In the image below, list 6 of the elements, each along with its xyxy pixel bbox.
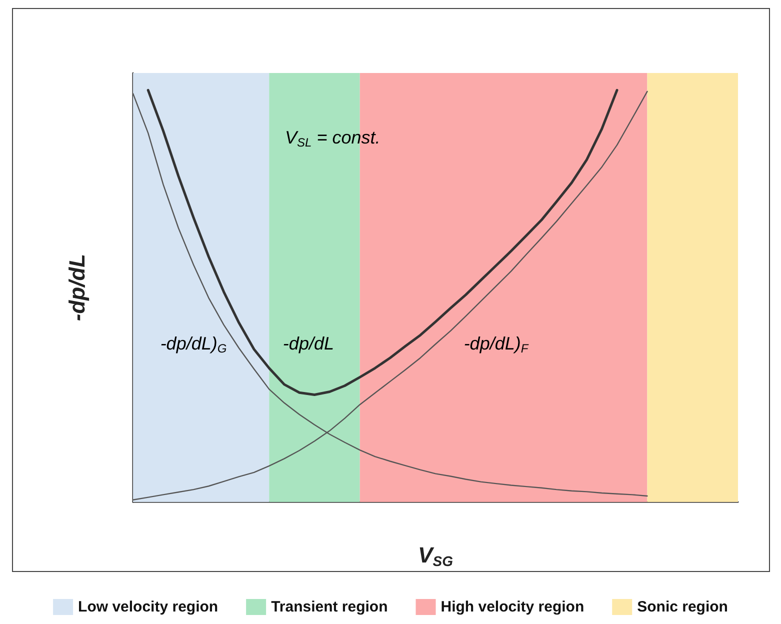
legend-label: High velocity region bbox=[440, 598, 584, 616]
legend-label: Low velocity region bbox=[78, 598, 218, 616]
legend-label: Transient region bbox=[271, 598, 388, 616]
annotation: -dp/dL bbox=[282, 333, 334, 354]
legend-label: Sonic region bbox=[637, 598, 728, 616]
y-axis-title: -dp/dL bbox=[64, 254, 90, 322]
